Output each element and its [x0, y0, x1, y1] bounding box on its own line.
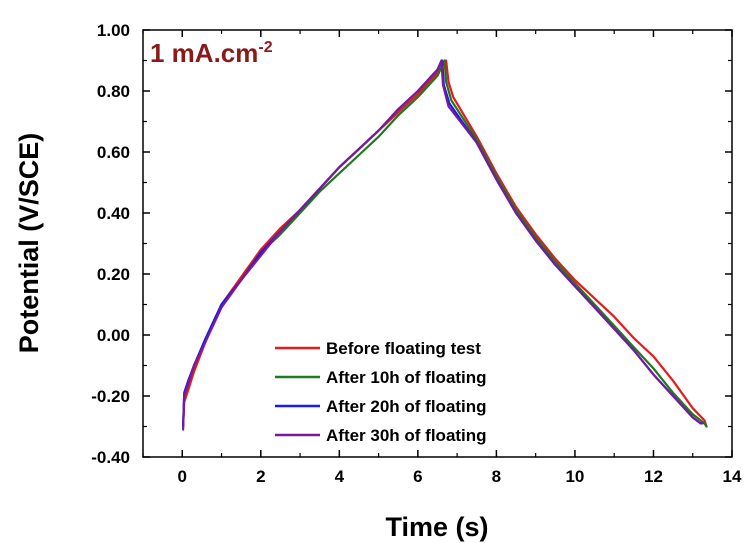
y-tick-label: -0.40	[91, 448, 130, 467]
annotation: 1 mA.cm-2	[150, 38, 273, 68]
legend: Before floating test After 10h of floatin…	[275, 339, 487, 445]
y-tick-label: 1.00	[97, 21, 130, 40]
legend-label: After 30h of floating	[326, 426, 487, 445]
x-tick-label: 14	[723, 467, 742, 486]
legend-label: Before floating test	[326, 339, 481, 358]
annotation-text: 1 mA.cm	[150, 38, 258, 68]
y-tick-label: 0.60	[97, 143, 130, 162]
x-tick-label: 2	[256, 467, 265, 486]
x-tick-label: 8	[492, 467, 501, 486]
plot-area	[142, 29, 733, 458]
y-tick-label: 0.00	[97, 326, 130, 345]
annotation-superscript: -2	[258, 39, 272, 56]
series-layer	[182, 59, 708, 431]
series-line-4	[182, 59, 704, 431]
x-tick-label: 10	[565, 467, 584, 486]
y-tick-label: 0.40	[97, 204, 130, 223]
y-axis: -0.40 -0.20 0.00 0.20 0.40 0.60 0.80 1.00	[91, 21, 732, 467]
legend-label: After 20h of floating	[326, 397, 487, 416]
x-axis: 0 2 4 6 8 10 12 14	[142, 30, 742, 486]
x-tick-label: 4	[335, 467, 345, 486]
x-axis-title: Time (s)	[385, 512, 488, 542]
legend-label: After 10h of floating	[326, 368, 487, 387]
x-tick-label: 6	[413, 467, 422, 486]
x-tick-label: 0	[178, 467, 187, 486]
y-tick-label: 0.20	[97, 265, 130, 284]
plot-frame	[142, 29, 733, 458]
x-tick-label: 12	[644, 467, 663, 486]
y-tick-label: 0.80	[97, 82, 130, 101]
y-axis-title: Potential (V/SCE)	[14, 133, 44, 354]
y-tick-label: -0.20	[91, 387, 130, 406]
